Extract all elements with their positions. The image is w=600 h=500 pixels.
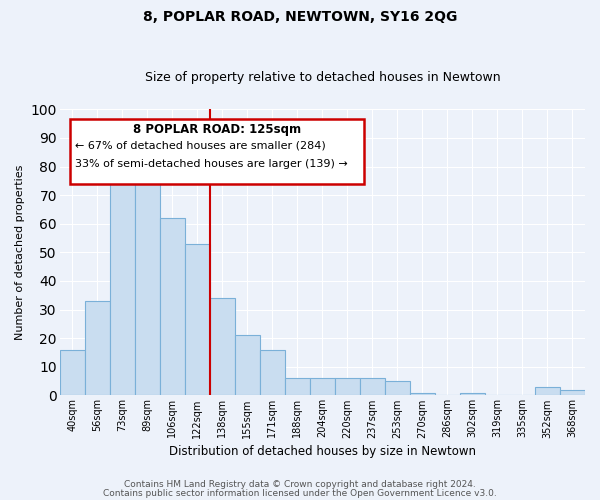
- Bar: [360, 378, 385, 396]
- Bar: [160, 218, 185, 396]
- Bar: [460, 392, 485, 396]
- Text: Contains public sector information licensed under the Open Government Licence v3: Contains public sector information licen…: [103, 490, 497, 498]
- Bar: [335, 378, 360, 396]
- Bar: [60, 350, 85, 396]
- Bar: [110, 166, 135, 396]
- Title: Size of property relative to detached houses in Newtown: Size of property relative to detached ho…: [145, 72, 500, 85]
- Y-axis label: Number of detached properties: Number of detached properties: [15, 164, 25, 340]
- FancyBboxPatch shape: [70, 120, 364, 184]
- Bar: [410, 392, 435, 396]
- Bar: [535, 387, 560, 396]
- Bar: [310, 378, 335, 396]
- Bar: [185, 244, 210, 396]
- Bar: [285, 378, 310, 396]
- Text: 8 POPLAR ROAD: 125sqm: 8 POPLAR ROAD: 125sqm: [133, 122, 301, 136]
- Text: Contains HM Land Registry data © Crown copyright and database right 2024.: Contains HM Land Registry data © Crown c…: [124, 480, 476, 489]
- Bar: [210, 298, 235, 396]
- Bar: [560, 390, 585, 396]
- X-axis label: Distribution of detached houses by size in Newtown: Distribution of detached houses by size …: [169, 444, 476, 458]
- Text: ← 67% of detached houses are smaller (284): ← 67% of detached houses are smaller (28…: [76, 141, 326, 151]
- Bar: [235, 336, 260, 396]
- Bar: [135, 166, 160, 396]
- Text: 33% of semi-detached houses are larger (139) →: 33% of semi-detached houses are larger (…: [76, 160, 348, 170]
- Text: 8, POPLAR ROAD, NEWTOWN, SY16 2QG: 8, POPLAR ROAD, NEWTOWN, SY16 2QG: [143, 10, 457, 24]
- Bar: [85, 301, 110, 396]
- Bar: [260, 350, 285, 396]
- Bar: [385, 381, 410, 396]
